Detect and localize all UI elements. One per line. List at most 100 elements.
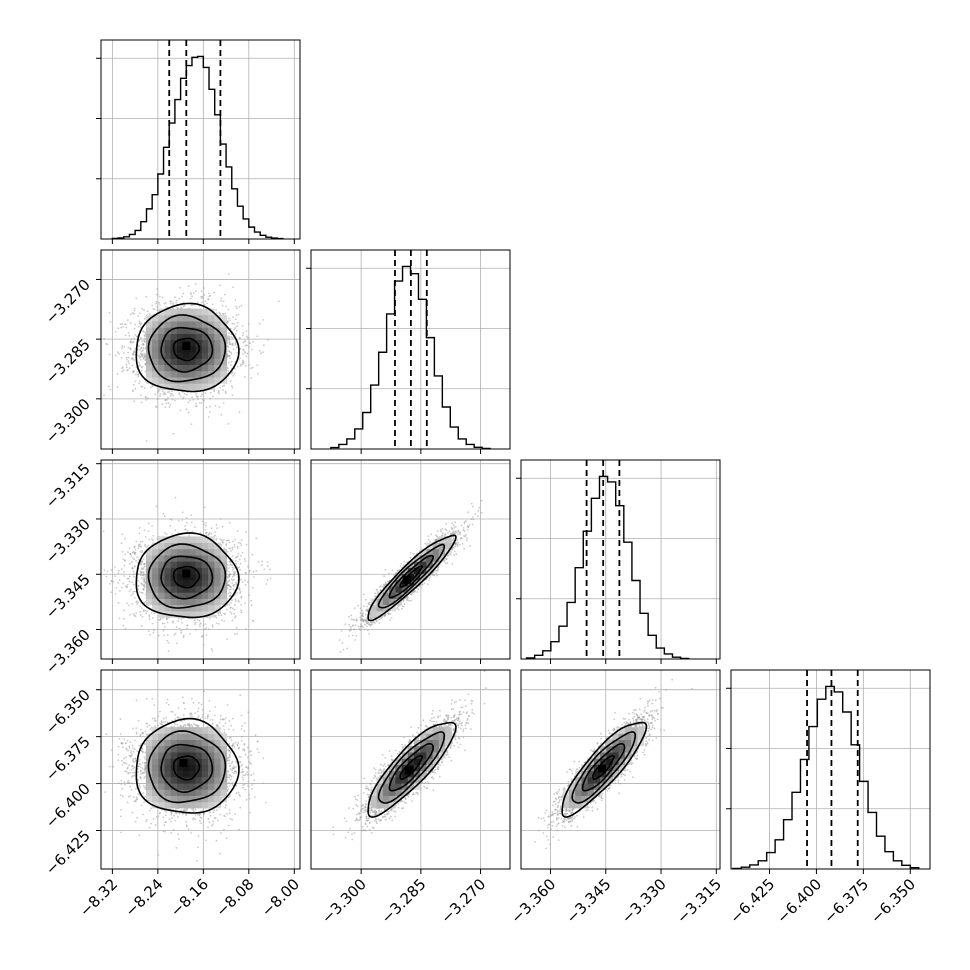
sample-point: [202, 643, 205, 646]
sample-point: [233, 572, 236, 575]
sample-point: [454, 525, 457, 528]
sample-point: [170, 519, 173, 521]
sample-point: [158, 301, 161, 304]
sample-point: [169, 300, 172, 303]
sample-point: [221, 541, 224, 544]
density-cell: [189, 579, 196, 587]
sample-point: [365, 618, 367, 621]
sample-point: [355, 619, 358, 622]
sample-point: [133, 309, 136, 312]
sample-point: [205, 634, 208, 637]
sample-point: [115, 586, 118, 589]
sample-point: [195, 394, 198, 397]
histogram-step: [111, 55, 284, 239]
sample-point: [182, 636, 185, 639]
density-cell: [158, 314, 165, 322]
sample-point: [156, 305, 159, 308]
density-cell: [195, 567, 203, 575]
sample-point: [179, 286, 182, 289]
density-cell: [145, 370, 153, 378]
sample-point: [236, 530, 239, 532]
sample-point: [173, 633, 176, 636]
sample-point: [230, 612, 233, 615]
sample-point: [247, 565, 249, 568]
sample-point: [145, 399, 148, 401]
density-cell: [189, 604, 196, 612]
sample-point: [248, 341, 251, 344]
sample-point: [231, 371, 234, 374]
density-cell: [201, 346, 209, 353]
sample-point: [123, 570, 125, 573]
density-cell: [201, 536, 209, 543]
density-cell: [158, 555, 165, 562]
density-cell: [152, 542, 159, 550]
density-cell: [177, 314, 184, 322]
sample-point: [250, 604, 253, 607]
sample-point: [222, 389, 224, 392]
density-cell: [177, 598, 184, 606]
sample-point: [463, 547, 466, 550]
sample-point: [228, 580, 231, 582]
histogram-panel-0: [96, 39, 301, 244]
sample-point: [140, 351, 143, 353]
sample-point: [369, 625, 372, 627]
sample-point: [452, 539, 455, 542]
sample-point: [362, 612, 364, 614]
density-cell: [201, 352, 209, 359]
density-cell: [195, 542, 203, 550]
sample-point: [142, 349, 144, 352]
density-cell: [376, 611, 384, 618]
sample-point: [240, 544, 243, 547]
sample-point: [117, 569, 120, 572]
sample-point: [131, 364, 134, 367]
sample-point: [390, 617, 393, 619]
density-cell: [152, 573, 159, 581]
sample-point: [230, 578, 233, 581]
sample-point: [139, 570, 142, 573]
density-cell: [382, 598, 390, 606]
density-cell: [177, 586, 184, 593]
sample-point: [155, 505, 158, 508]
sample-point: [232, 571, 235, 573]
density-cell: [189, 339, 196, 347]
sample-point: [143, 529, 146, 532]
density-cell: [183, 308, 190, 316]
density-cell: [152, 377, 159, 384]
sample-point: [168, 390, 171, 393]
density-cell: [170, 579, 178, 587]
sample-point: [374, 592, 377, 595]
sample-point: [142, 571, 145, 573]
sample-point: [160, 617, 162, 620]
density-cell: [189, 321, 196, 328]
sample-point: [477, 515, 479, 518]
density-cell: [145, 364, 153, 372]
sample-point: [456, 531, 458, 534]
sample-point: [339, 651, 342, 653]
sample-point: [228, 317, 230, 320]
sample-point: [131, 341, 134, 344]
sample-point: [338, 639, 341, 641]
density-cell: [189, 370, 196, 378]
sample-point: [142, 608, 145, 611]
density-cell: [438, 542, 446, 550]
sample-point: [143, 317, 146, 320]
density-cell: [201, 358, 209, 365]
sample-point: [359, 629, 362, 631]
sample-point: [239, 348, 242, 350]
sample-point: [204, 628, 206, 630]
sample-point: [125, 326, 128, 329]
sample-point: [265, 583, 268, 585]
sample-point: [133, 800, 136, 803]
sample-point: [238, 337, 241, 340]
sample-point: [226, 584, 229, 587]
density-cell: [183, 561, 190, 568]
sample-point: [227, 308, 230, 311]
sample-point: [233, 567, 236, 569]
density-cell: [195, 314, 203, 322]
density-cell: [189, 383, 196, 390]
y-tick-label: −3.270: [42, 276, 94, 328]
sample-point: [120, 326, 122, 329]
density-cell: [407, 579, 415, 587]
sample-point: [190, 521, 193, 524]
sample-point: [248, 346, 251, 348]
